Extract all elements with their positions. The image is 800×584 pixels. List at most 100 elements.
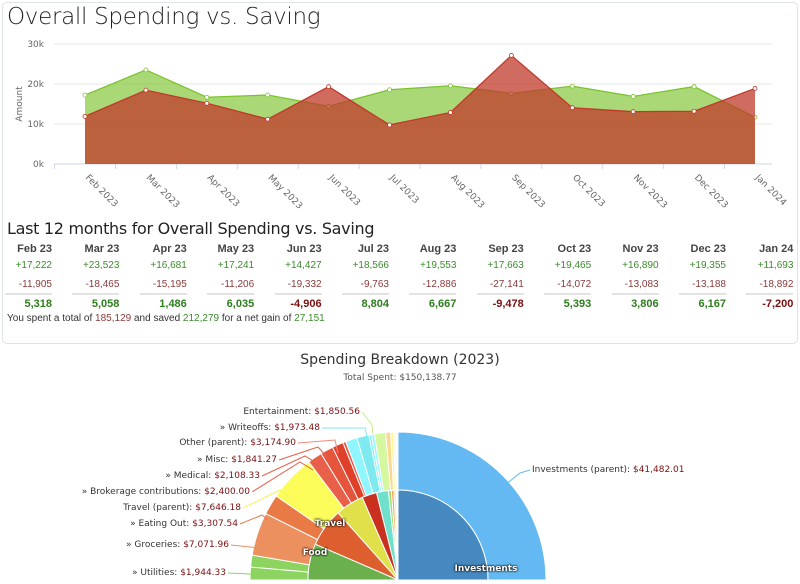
page-title: Overall Spending vs. Saving — [7, 4, 321, 30]
saved-value: +16,681 — [150, 260, 187, 271]
x-tick-label: Nov 2023 — [631, 173, 669, 211]
spent-value: -13,083 — [624, 279, 659, 290]
data-point[interactable] — [82, 92, 88, 98]
inner-ring-label: Investments — [454, 564, 518, 574]
spent-value: -18,465 — [85, 279, 120, 290]
divider — [72, 293, 120, 295]
slice-label: » Brokerage contributions: $2,400.00 — [81, 487, 250, 497]
slice-label: » Writeoffs: $1,973.48 — [219, 423, 320, 433]
data-point[interactable] — [265, 92, 271, 98]
spent-value: -27,141 — [489, 279, 524, 290]
spent-value: -9,763 — [360, 279, 389, 290]
month-header: May 23 — [217, 243, 255, 255]
data-point[interactable] — [265, 116, 271, 122]
net-value: 1,486 — [159, 298, 187, 310]
breakdown-subtitle: Total Spent: $150,138.77 — [343, 373, 457, 383]
spent-value: -15,195 — [152, 279, 187, 290]
x-tick-label: Apr 2023 — [205, 173, 241, 209]
data-point[interactable] — [143, 87, 149, 93]
data-point[interactable] — [204, 100, 210, 106]
leader-line — [297, 439, 339, 454]
net-value: 3,806 — [631, 298, 659, 310]
net-value: 6,035 — [226, 298, 255, 310]
month-header: Aug 23 — [419, 243, 457, 255]
data-point[interactable] — [387, 122, 392, 128]
x-tick-label: Jun 2023 — [326, 172, 362, 208]
data-point[interactable] — [569, 105, 575, 111]
x-tick-label: Oct 2023 — [570, 173, 606, 209]
sunburst-slice[interactable] — [307, 543, 399, 581]
y-axis-label: Amount — [15, 86, 25, 122]
leader-line — [230, 544, 268, 549]
leader-line — [278, 446, 331, 461]
data-point[interactable] — [691, 108, 697, 114]
net-value: 5,393 — [563, 298, 592, 310]
leader-line — [242, 489, 293, 509]
spent-value: -11,905 — [18, 279, 52, 290]
data-point[interactable] — [82, 113, 88, 119]
saved-value: +11,693 — [757, 260, 794, 271]
month-header: Mar 23 — [84, 243, 120, 255]
slice-label: » Groceries: $7,071.96 — [126, 540, 229, 550]
saved-value: +19,465 — [554, 260, 592, 271]
data-point[interactable] — [691, 84, 697, 89]
data-point[interactable] — [204, 94, 210, 100]
divider — [409, 293, 457, 295]
month-header: Dec 23 — [690, 243, 726, 255]
month-header: Apr 23 — [152, 243, 187, 255]
month-header: Feb 23 — [17, 243, 52, 255]
data-point[interactable] — [387, 87, 392, 93]
data-point[interactable] — [326, 84, 332, 90]
x-tick-label: Mar 2023 — [144, 173, 181, 210]
net-value: 5,058 — [91, 298, 120, 310]
series-area — [85, 55, 755, 164]
series-line — [84, 69, 756, 118]
divider — [342, 293, 389, 295]
net-value: 8,804 — [361, 298, 389, 310]
series-line — [84, 54, 756, 126]
data-point[interactable] — [508, 53, 514, 58]
divider — [544, 293, 592, 295]
divider — [611, 293, 659, 295]
saved-value: +16,890 — [622, 260, 659, 271]
net-value: -7,200 — [762, 298, 794, 310]
slice-label: Entertainment: $1,850.56 — [243, 407, 360, 417]
slice-label: » Medical: $2,108.33 — [165, 471, 260, 481]
total-spent: 185,129 — [95, 313, 132, 324]
month-header: Oct 23 — [557, 243, 592, 255]
data-point[interactable] — [448, 110, 453, 115]
saved-value: +17,241 — [217, 260, 255, 271]
table-title: Last 12 months for Overall Spending vs. … — [7, 219, 375, 238]
spent-value: -13,188 — [692, 279, 726, 290]
saved-value: +19,553 — [419, 260, 457, 271]
divider — [139, 293, 187, 295]
data-point[interactable] — [630, 94, 636, 99]
data-point[interactable] — [630, 109, 636, 115]
spent-value: -18,892 — [759, 279, 794, 290]
slice-investments-inner[interactable] — [397, 489, 489, 581]
y-tick-label: 30k — [27, 40, 44, 50]
leader-line — [504, 469, 531, 486]
data-point[interactable] — [448, 83, 453, 89]
leader-line — [239, 514, 269, 525]
divider — [5, 293, 52, 295]
net-value: 6,667 — [428, 298, 457, 310]
inner-ring-label: Food — [302, 548, 328, 558]
leader-line — [251, 461, 314, 493]
total-saved: 212,279 — [182, 313, 220, 324]
data-point[interactable] — [143, 67, 149, 73]
spent-value: -12,886 — [422, 279, 457, 290]
month-header: Jun 23 — [286, 243, 322, 255]
leader-line — [227, 572, 261, 577]
x-tick-label: Jan 2024 — [752, 172, 788, 208]
summary-text: You spent a total of 185,129 and saved 2… — [7, 313, 325, 324]
data-point[interactable] — [752, 86, 758, 91]
net-gain: 27,151 — [294, 313, 325, 324]
y-tick-label: 10k — [27, 120, 44, 130]
saved-value: +18,566 — [352, 260, 389, 271]
investments-label: Investments (parent): $41,482.01 — [532, 465, 685, 475]
data-point[interactable] — [569, 83, 575, 89]
slice-label: » Eating Out: $3,307.54 — [130, 519, 238, 529]
x-tick-label: Sep 2023 — [509, 173, 546, 210]
